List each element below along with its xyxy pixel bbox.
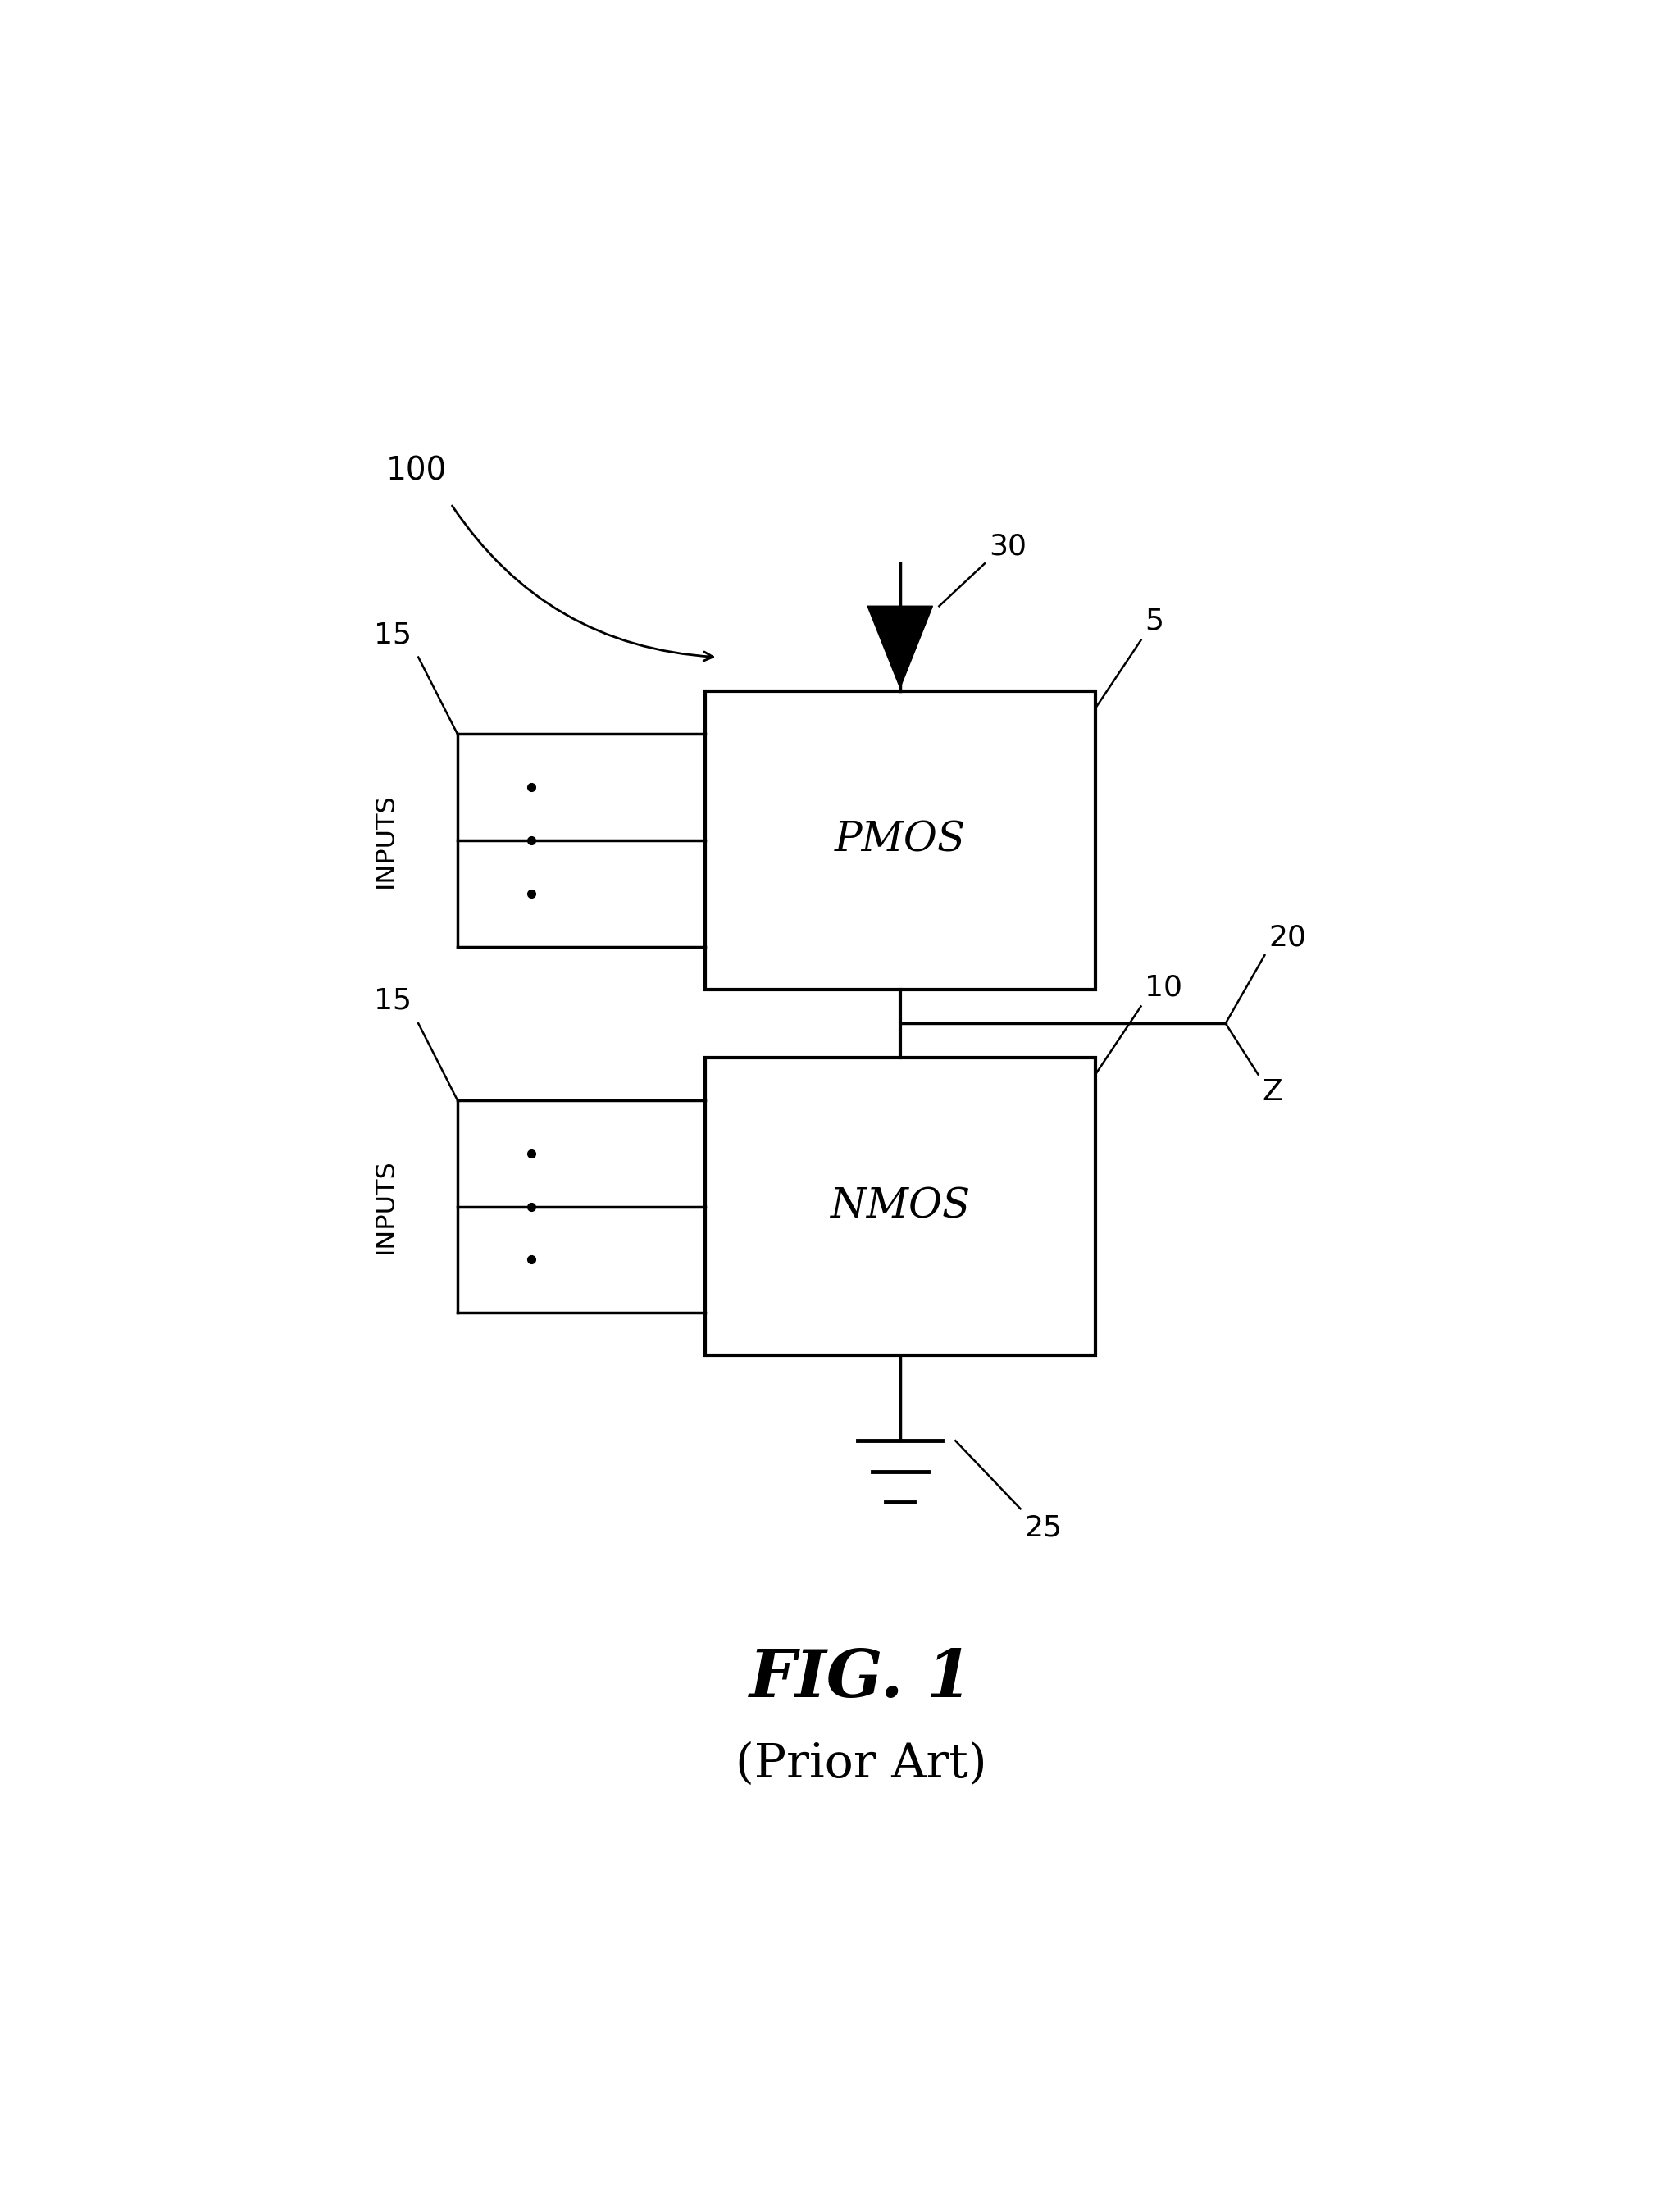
Text: INPUTS: INPUTS	[373, 1159, 398, 1254]
Text: Z: Z	[1262, 1077, 1282, 1106]
Bar	[706, 690, 1095, 989]
Text: NMOS: NMOS	[830, 1186, 969, 1228]
Text: 15: 15	[375, 987, 412, 1015]
Polygon shape	[867, 606, 932, 688]
Bar	[706, 1057, 1095, 1356]
Text: PMOS: PMOS	[835, 821, 966, 860]
Text: 15: 15	[375, 622, 412, 648]
Text: (Prior Art): (Prior Art)	[736, 1741, 986, 1787]
Text: FIG. 1: FIG. 1	[749, 1648, 973, 1710]
Text: 100: 100	[386, 456, 447, 487]
Text: 25: 25	[1025, 1513, 1062, 1542]
Text: 10: 10	[1144, 973, 1183, 1002]
Text: 5: 5	[1144, 606, 1164, 635]
Text: 30: 30	[988, 533, 1026, 560]
Text: 20: 20	[1268, 925, 1307, 951]
Text: INPUTS: INPUTS	[373, 792, 398, 887]
